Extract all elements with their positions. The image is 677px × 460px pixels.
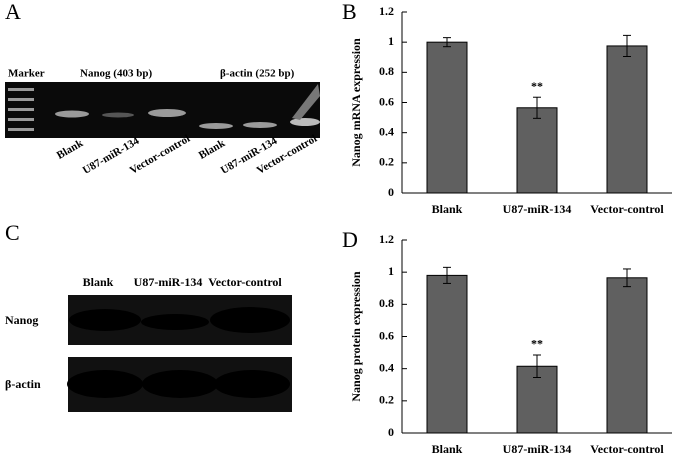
- bar: [516, 107, 558, 194]
- smear: [292, 84, 320, 120]
- y-tick-label: 0.8: [379, 64, 394, 78]
- y-tick-label: 0.8: [379, 296, 394, 310]
- y-tick-label: 0.6: [379, 94, 394, 108]
- band: [199, 123, 233, 129]
- band: [214, 370, 290, 398]
- lane-label: Blank: [197, 137, 228, 162]
- lane-label: Blank: [83, 275, 114, 289]
- band: [142, 370, 218, 398]
- band: [243, 122, 277, 128]
- panel-letter: C: [5, 220, 20, 245]
- y-tick-label: 0.2: [379, 155, 394, 169]
- y-tick-label: 1: [388, 264, 394, 278]
- band: [67, 370, 143, 398]
- y-tick-label: 1: [388, 34, 394, 48]
- band: [8, 98, 34, 101]
- y-axis-label: Nanog protein expression: [349, 271, 363, 402]
- significance-label: **: [531, 337, 543, 351]
- y-tick-label: 0.4: [379, 360, 394, 374]
- row-label: Nanog: [5, 313, 38, 327]
- gel-bands: [8, 84, 320, 131]
- significance-label: **: [531, 79, 543, 93]
- x-tick-label: Blank: [432, 202, 463, 216]
- band: [8, 118, 34, 121]
- band: [8, 88, 34, 91]
- band: [55, 110, 89, 118]
- band: [210, 307, 290, 333]
- x-tick-label: U87-miR-134: [503, 442, 572, 456]
- gel-label: β-actin (252 bp): [220, 68, 295, 80]
- band: [102, 112, 134, 118]
- gel-label: Marker: [8, 68, 45, 80]
- x-tick-label: U87-miR-134: [503, 202, 572, 216]
- panel-letter: D: [342, 227, 358, 252]
- bar: [606, 277, 648, 434]
- panel-letter: A: [5, 0, 21, 24]
- band: [8, 108, 34, 111]
- bar: [426, 41, 468, 194]
- x-tick-label: Vector-control: [590, 202, 664, 216]
- y-tick-label: 0.2: [379, 393, 394, 407]
- row-label: β-actin: [5, 377, 41, 391]
- x-tick-label: Vector-control: [590, 442, 664, 456]
- band: [290, 118, 320, 126]
- lane-label: U87-miR-134: [134, 275, 203, 289]
- y-tick-label: 0.6: [379, 328, 394, 342]
- x-tick-label: Blank: [432, 442, 463, 456]
- band: [148, 109, 186, 117]
- gel-label: Nanog (403 bp): [80, 68, 152, 80]
- band: [69, 309, 141, 331]
- lane-label: Blank: [55, 137, 86, 162]
- y-axis-label: Nanog mRNA expression: [349, 38, 363, 167]
- bar: [606, 45, 648, 194]
- lane-label: Vector-control: [208, 275, 282, 289]
- band: [8, 128, 34, 131]
- y-tick-label: 0.4: [379, 124, 394, 138]
- y-tick-label: 1.2: [379, 232, 394, 246]
- y-tick-label: 0: [388, 425, 394, 439]
- panel-letter: B: [342, 0, 357, 24]
- band: [141, 314, 209, 330]
- bar: [426, 274, 468, 434]
- blot-bands: [67, 307, 290, 398]
- y-tick-label: 0: [388, 185, 394, 199]
- y-tick-label: 1.2: [379, 4, 394, 18]
